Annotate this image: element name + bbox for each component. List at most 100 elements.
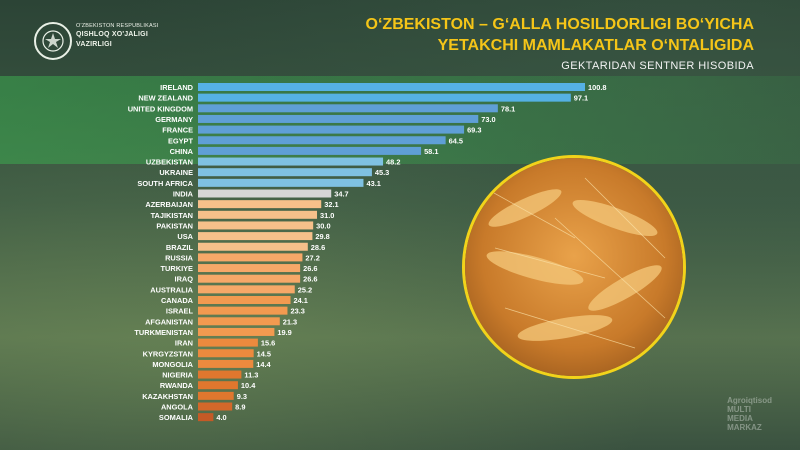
bar bbox=[198, 391, 234, 400]
bar bbox=[198, 317, 280, 326]
category-label: EGYPT bbox=[168, 136, 194, 145]
bar bbox=[198, 221, 314, 230]
ministry-line-3: VAZIRLIGI bbox=[76, 41, 112, 48]
bar bbox=[198, 338, 258, 347]
category-label: CANADA bbox=[161, 296, 194, 305]
category-label: SOMALIA bbox=[159, 413, 194, 422]
value-label: 29.8 bbox=[315, 232, 329, 241]
bar bbox=[198, 210, 318, 219]
category-label: IRAQ bbox=[175, 275, 194, 284]
category-label: AZERBAIJAN bbox=[145, 200, 193, 209]
bar bbox=[198, 200, 322, 209]
bar bbox=[198, 125, 465, 134]
ministry-name: O'ZBEKISTON RESPUBLIKASI QISHLOQ XO'JALI… bbox=[76, 22, 158, 50]
value-label: 21.3 bbox=[283, 317, 297, 326]
category-label: INDIA bbox=[173, 190, 194, 199]
category-label: SOUTH AFRICA bbox=[137, 179, 193, 188]
category-label: IRAN bbox=[175, 339, 193, 348]
value-label: 58.1 bbox=[424, 147, 438, 156]
value-label: 23.3 bbox=[290, 307, 304, 316]
bar bbox=[198, 402, 233, 411]
value-label: 26.6 bbox=[303, 264, 317, 273]
value-label: 30.0 bbox=[316, 221, 330, 230]
value-label: 14.5 bbox=[257, 349, 271, 358]
value-label: 48.2 bbox=[386, 158, 400, 167]
value-label: 45.3 bbox=[375, 168, 389, 177]
category-label: BRAZIL bbox=[166, 243, 194, 252]
value-label: 43.1 bbox=[366, 179, 380, 188]
value-label: 97.1 bbox=[574, 94, 588, 103]
value-label: 100.8 bbox=[588, 83, 607, 92]
category-label: TURKMENISTAN bbox=[134, 328, 193, 337]
value-label: 8.9 bbox=[235, 403, 245, 412]
ministry-line-2: QISHLOQ XO'JALIGI bbox=[76, 31, 148, 38]
category-label: TAJIKISTAN bbox=[151, 211, 193, 220]
watermark: Agroiqtisod MULTI MEDIA MARKAZ bbox=[727, 396, 772, 432]
category-label: AUSTRALIA bbox=[150, 285, 193, 294]
category-label: USA bbox=[177, 232, 193, 241]
title-line-2: YETAKCHI MAMLAKATLAR O‘NTALIGIDA bbox=[437, 37, 754, 54]
state-emblem-icon bbox=[34, 22, 72, 60]
value-label: 27.2 bbox=[305, 253, 319, 262]
category-label: TURKIYE bbox=[161, 264, 194, 273]
title-line-1: O‘ZBEKISTON – G‘ALLA HOSILDORLIGI BO‘YIC… bbox=[365, 16, 754, 33]
category-label: IRELAND bbox=[160, 83, 194, 92]
category-label: MONGOLIA bbox=[152, 360, 193, 369]
category-label: UNITED KINGDOM bbox=[128, 104, 193, 113]
category-label: NIGERIA bbox=[162, 371, 193, 380]
category-label: ANGOLA bbox=[161, 403, 194, 412]
value-label: 25.2 bbox=[298, 285, 312, 294]
category-label: KYRGYZSTAN bbox=[143, 349, 193, 358]
value-label: 69.3 bbox=[467, 126, 481, 135]
value-label: 4.0 bbox=[216, 413, 226, 422]
bar bbox=[198, 157, 384, 166]
bar bbox=[198, 253, 303, 262]
category-label: RWANDA bbox=[160, 381, 194, 390]
bar bbox=[198, 136, 446, 145]
bar bbox=[198, 381, 238, 390]
value-label: 32.1 bbox=[324, 200, 338, 209]
value-label: 24.1 bbox=[294, 296, 308, 305]
wheat-ears-photo bbox=[462, 155, 686, 379]
value-label: 31.0 bbox=[320, 211, 334, 220]
watermark-line-1: Agroiqtisod bbox=[727, 396, 772, 405]
category-label: UZBEKISTAN bbox=[146, 158, 193, 167]
value-label: 64.5 bbox=[449, 136, 463, 145]
category-label: GERMANY bbox=[155, 115, 193, 124]
bar bbox=[198, 168, 372, 177]
bar bbox=[198, 359, 254, 368]
category-label: RUSSIA bbox=[165, 253, 194, 262]
category-label: PAKISTAN bbox=[156, 221, 193, 230]
value-label: 19.9 bbox=[277, 328, 291, 337]
bar bbox=[198, 146, 422, 155]
bar bbox=[198, 104, 498, 113]
watermark-line-2: MULTI bbox=[727, 405, 751, 414]
bar bbox=[198, 285, 295, 294]
bar bbox=[198, 178, 364, 187]
watermark-line-3: MEDIA bbox=[727, 414, 753, 423]
bar bbox=[198, 327, 275, 336]
bar bbox=[198, 114, 479, 123]
bar bbox=[198, 274, 301, 283]
category-label: UKRAINE bbox=[159, 168, 193, 177]
ministry-line-1: O'ZBEKISTON RESPUBLIKASI bbox=[76, 23, 159, 29]
value-label: 28.6 bbox=[311, 243, 325, 252]
category-label: FRANCE bbox=[162, 126, 193, 135]
category-label: KAZAKHSTAN bbox=[142, 392, 193, 401]
value-label: 26.6 bbox=[303, 275, 317, 284]
bar bbox=[198, 189, 332, 198]
bar bbox=[198, 232, 313, 241]
bar bbox=[198, 349, 254, 358]
category-label: AFGANISTAN bbox=[145, 317, 193, 326]
chart-subtitle: GEKTARIDAN SENTNER HISOBIDA bbox=[561, 60, 754, 72]
value-label: 15.6 bbox=[261, 339, 275, 348]
category-label: CHINA bbox=[170, 147, 194, 156]
value-label: 10.4 bbox=[241, 381, 256, 390]
chart-title: O‘ZBEKISTON – G‘ALLA HOSILDORLIGI BO‘YIC… bbox=[366, 14, 754, 56]
watermark-line-4: MARKAZ bbox=[727, 423, 762, 432]
value-label: 9.3 bbox=[237, 392, 247, 401]
bar bbox=[198, 83, 585, 91]
bar bbox=[198, 242, 308, 251]
bar bbox=[198, 264, 301, 273]
